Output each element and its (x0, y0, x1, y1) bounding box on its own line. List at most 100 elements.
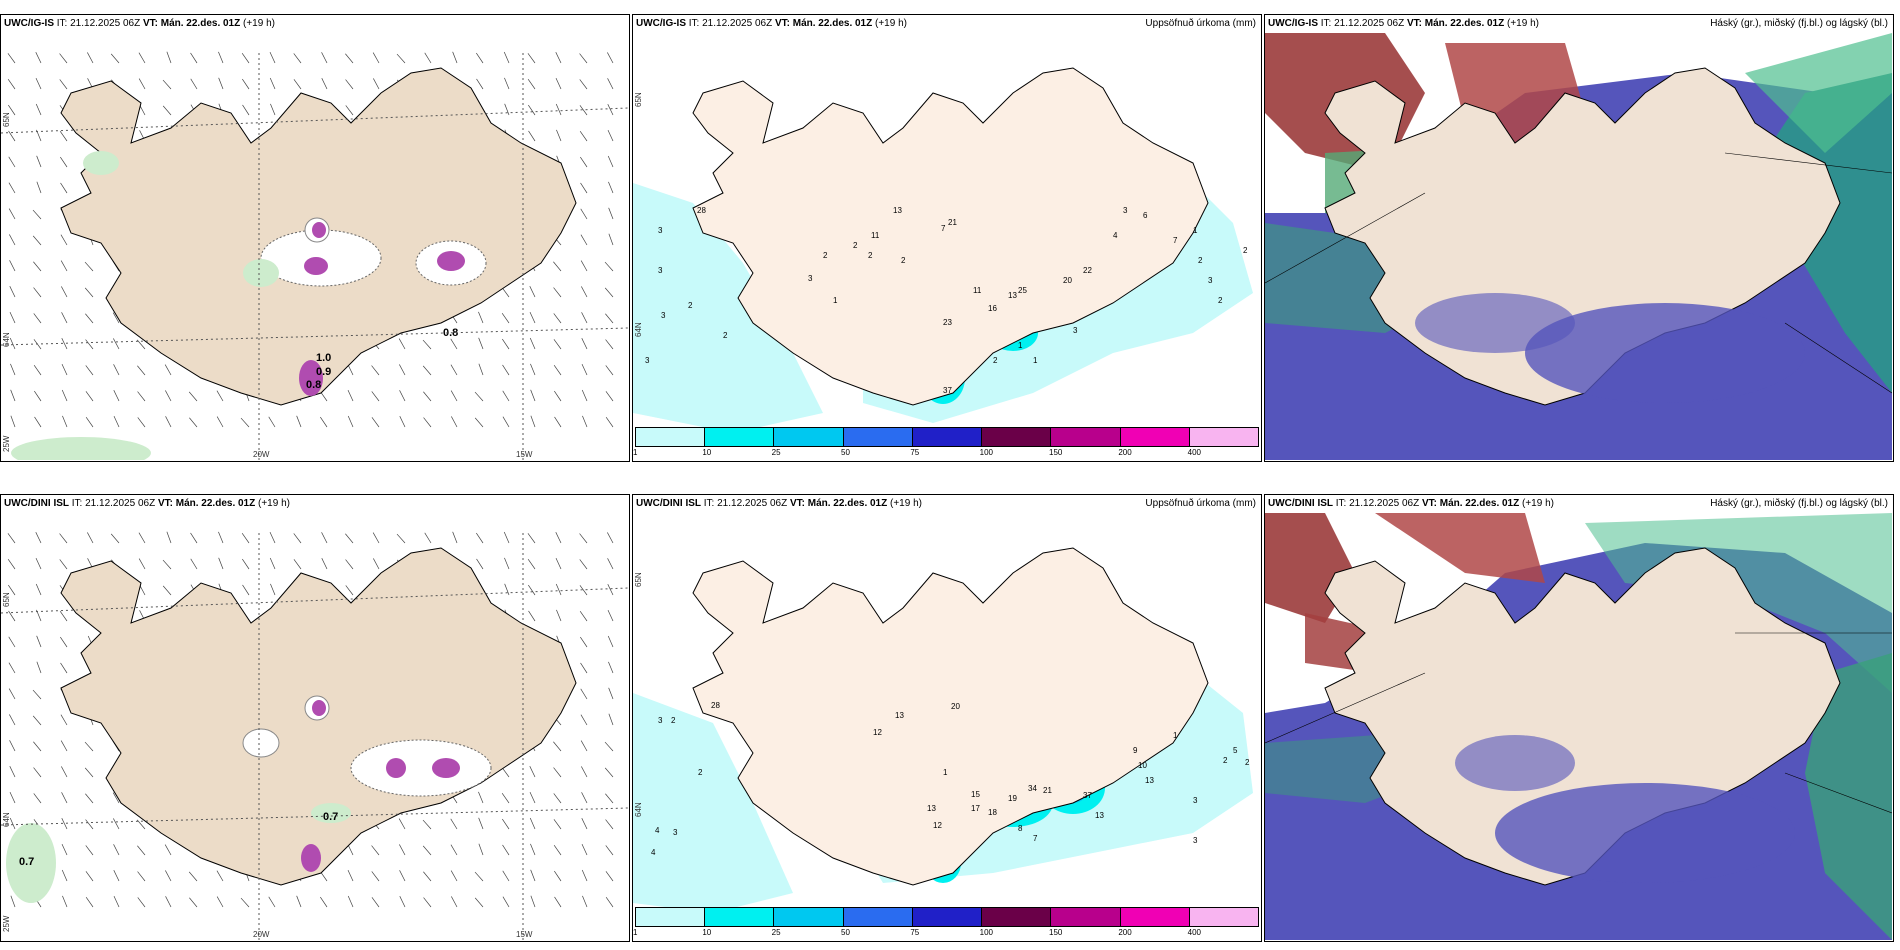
wind-barb-icon (166, 531, 172, 544)
wind-barb-icon (372, 52, 380, 64)
wind-barb-icon (347, 895, 354, 908)
precip-value-label: 3 (1073, 326, 1078, 335)
wind-barb-icon (399, 364, 406, 376)
wind-barb-icon (113, 364, 120, 376)
wind-barb-icon (398, 818, 406, 830)
wind-barb-icon (605, 793, 614, 804)
wind-barb-icon (607, 104, 614, 116)
wind-barb-icon (503, 531, 510, 544)
precip-value-label: 19 (1008, 794, 1017, 803)
wind-barb-icon (528, 130, 536, 142)
wind-barb-icon (504, 103, 510, 116)
precip-value-label: 3 (658, 226, 663, 235)
precip-value-label: 7 (941, 224, 946, 233)
wind-barb-icon (580, 636, 588, 648)
wind-barb-icon (7, 533, 16, 544)
precip-value-label: 2 (723, 331, 728, 340)
wind-barb-icon (607, 78, 614, 90)
wind-barb-icon (554, 390, 562, 402)
precip-value-label: 2 (853, 241, 858, 250)
wind-barb-icon (345, 105, 354, 116)
wind-barb-icon (581, 843, 588, 856)
wind-barb-icon (605, 339, 614, 350)
wind-barb-icon (607, 584, 614, 596)
lat-label: 65N (2, 592, 11, 607)
wind-barb-icon (399, 844, 406, 856)
colorbar-tick: 75 (910, 928, 920, 937)
precip-value-label: 2 (1223, 756, 1228, 765)
iceland-landmass (1324, 547, 1841, 886)
lat-label: 64N (634, 322, 643, 337)
wind-barb-icon (530, 869, 536, 882)
wind-barb-icon (321, 558, 328, 570)
precip-value-label: 1 (1173, 731, 1178, 740)
precip-value-label: 2 (1218, 296, 1223, 305)
wind-barb-icon (216, 390, 224, 402)
wind-barb-icon (581, 389, 588, 402)
wind-barb-icon (555, 583, 562, 596)
wind-barb-icon (137, 365, 146, 376)
wind-barb-icon (451, 416, 458, 428)
precip-value-label: 13 (927, 804, 936, 813)
lon-label: 20W (253, 450, 270, 459)
wind-barb-icon (581, 818, 588, 830)
wind-barb-icon (474, 897, 484, 908)
precip-title: Uppsöfnuð úrkoma (mm) (1145, 18, 1256, 29)
wind-barb-icon (33, 287, 42, 298)
wind-barb-icon (61, 843, 68, 856)
colorbar-swatch (705, 908, 775, 926)
wind-barb-icon (345, 585, 354, 596)
wind-barb-icon (8, 130, 16, 142)
cloud-panel-bottom: UWC/DINI ISL IT: 21.12.2025 06Z VT: Mán.… (1264, 494, 1894, 942)
panel-header: UWC/DINI ISL IT: 21.12.2025 06Z VT: Mán.… (1268, 498, 1554, 509)
precip-value-label: 2 (688, 301, 693, 310)
wind-barb-icon (113, 818, 120, 830)
wind-barb-icon (527, 533, 536, 544)
precip-value-label: 23 (943, 318, 952, 327)
wind-barb-icon (399, 896, 406, 908)
wind-barb-icon (553, 793, 562, 804)
wind-barb-icon (59, 130, 68, 142)
wind-barb-icon (137, 417, 146, 428)
precip-value-label: 3 (808, 274, 813, 283)
panel-header: UWC/DINI ISL IT: 21.12.2025 06Z VT: Mán.… (636, 498, 922, 509)
wind-barb-icon (579, 79, 588, 90)
wind-barb-icon (9, 766, 16, 778)
wind-barb-icon (502, 818, 510, 830)
wind-barb-icon (60, 740, 68, 752)
wind-barb-icon (34, 416, 42, 428)
wind-barb-icon (529, 337, 536, 350)
wind-barb-icon (189, 897, 198, 908)
wind-barb-icon (476, 52, 484, 64)
wind-barb-icon (529, 311, 536, 324)
wind-map: 0.7 0.7 65N 64N 25W 20W 15W (1, 531, 628, 940)
wind-barb-icon (604, 741, 614, 752)
wind-barb-icon (528, 584, 536, 596)
wind-barb-icon (242, 78, 250, 90)
wind-barb-icon (61, 792, 68, 804)
precip-value-label: 28 (711, 701, 720, 710)
panel-header: UWC/IG-IS IT: 21.12.2025 06Z VT: Mán. 22… (1268, 18, 1539, 29)
wind-barb-icon (605, 871, 614, 882)
wind-barb-icon (84, 767, 94, 778)
wind-barb-icon (504, 557, 510, 570)
colorbar-swatch (636, 428, 706, 446)
wind-barb-icon (579, 610, 588, 622)
wind-barb-icon (162, 79, 172, 90)
wind-barb-icon (216, 870, 224, 882)
wind-barb-icon (242, 584, 250, 596)
wind-barb-icon (35, 557, 42, 570)
precip-value-label: 4 (655, 826, 660, 835)
colorbar-tick: 50 (841, 448, 850, 457)
wind-barb-icon (8, 584, 16, 596)
wind-barb-icon (8, 182, 16, 194)
wind-barb-icon (35, 52, 42, 64)
wind-barb-icon (399, 390, 406, 402)
wind-barb-icon (138, 532, 146, 544)
wind-barb-icon (85, 391, 94, 402)
wind-barb-icon (554, 896, 562, 908)
wind-barb-icon (556, 129, 562, 142)
wind-barb-icon (33, 793, 42, 804)
wind-barb-icon (138, 78, 146, 90)
